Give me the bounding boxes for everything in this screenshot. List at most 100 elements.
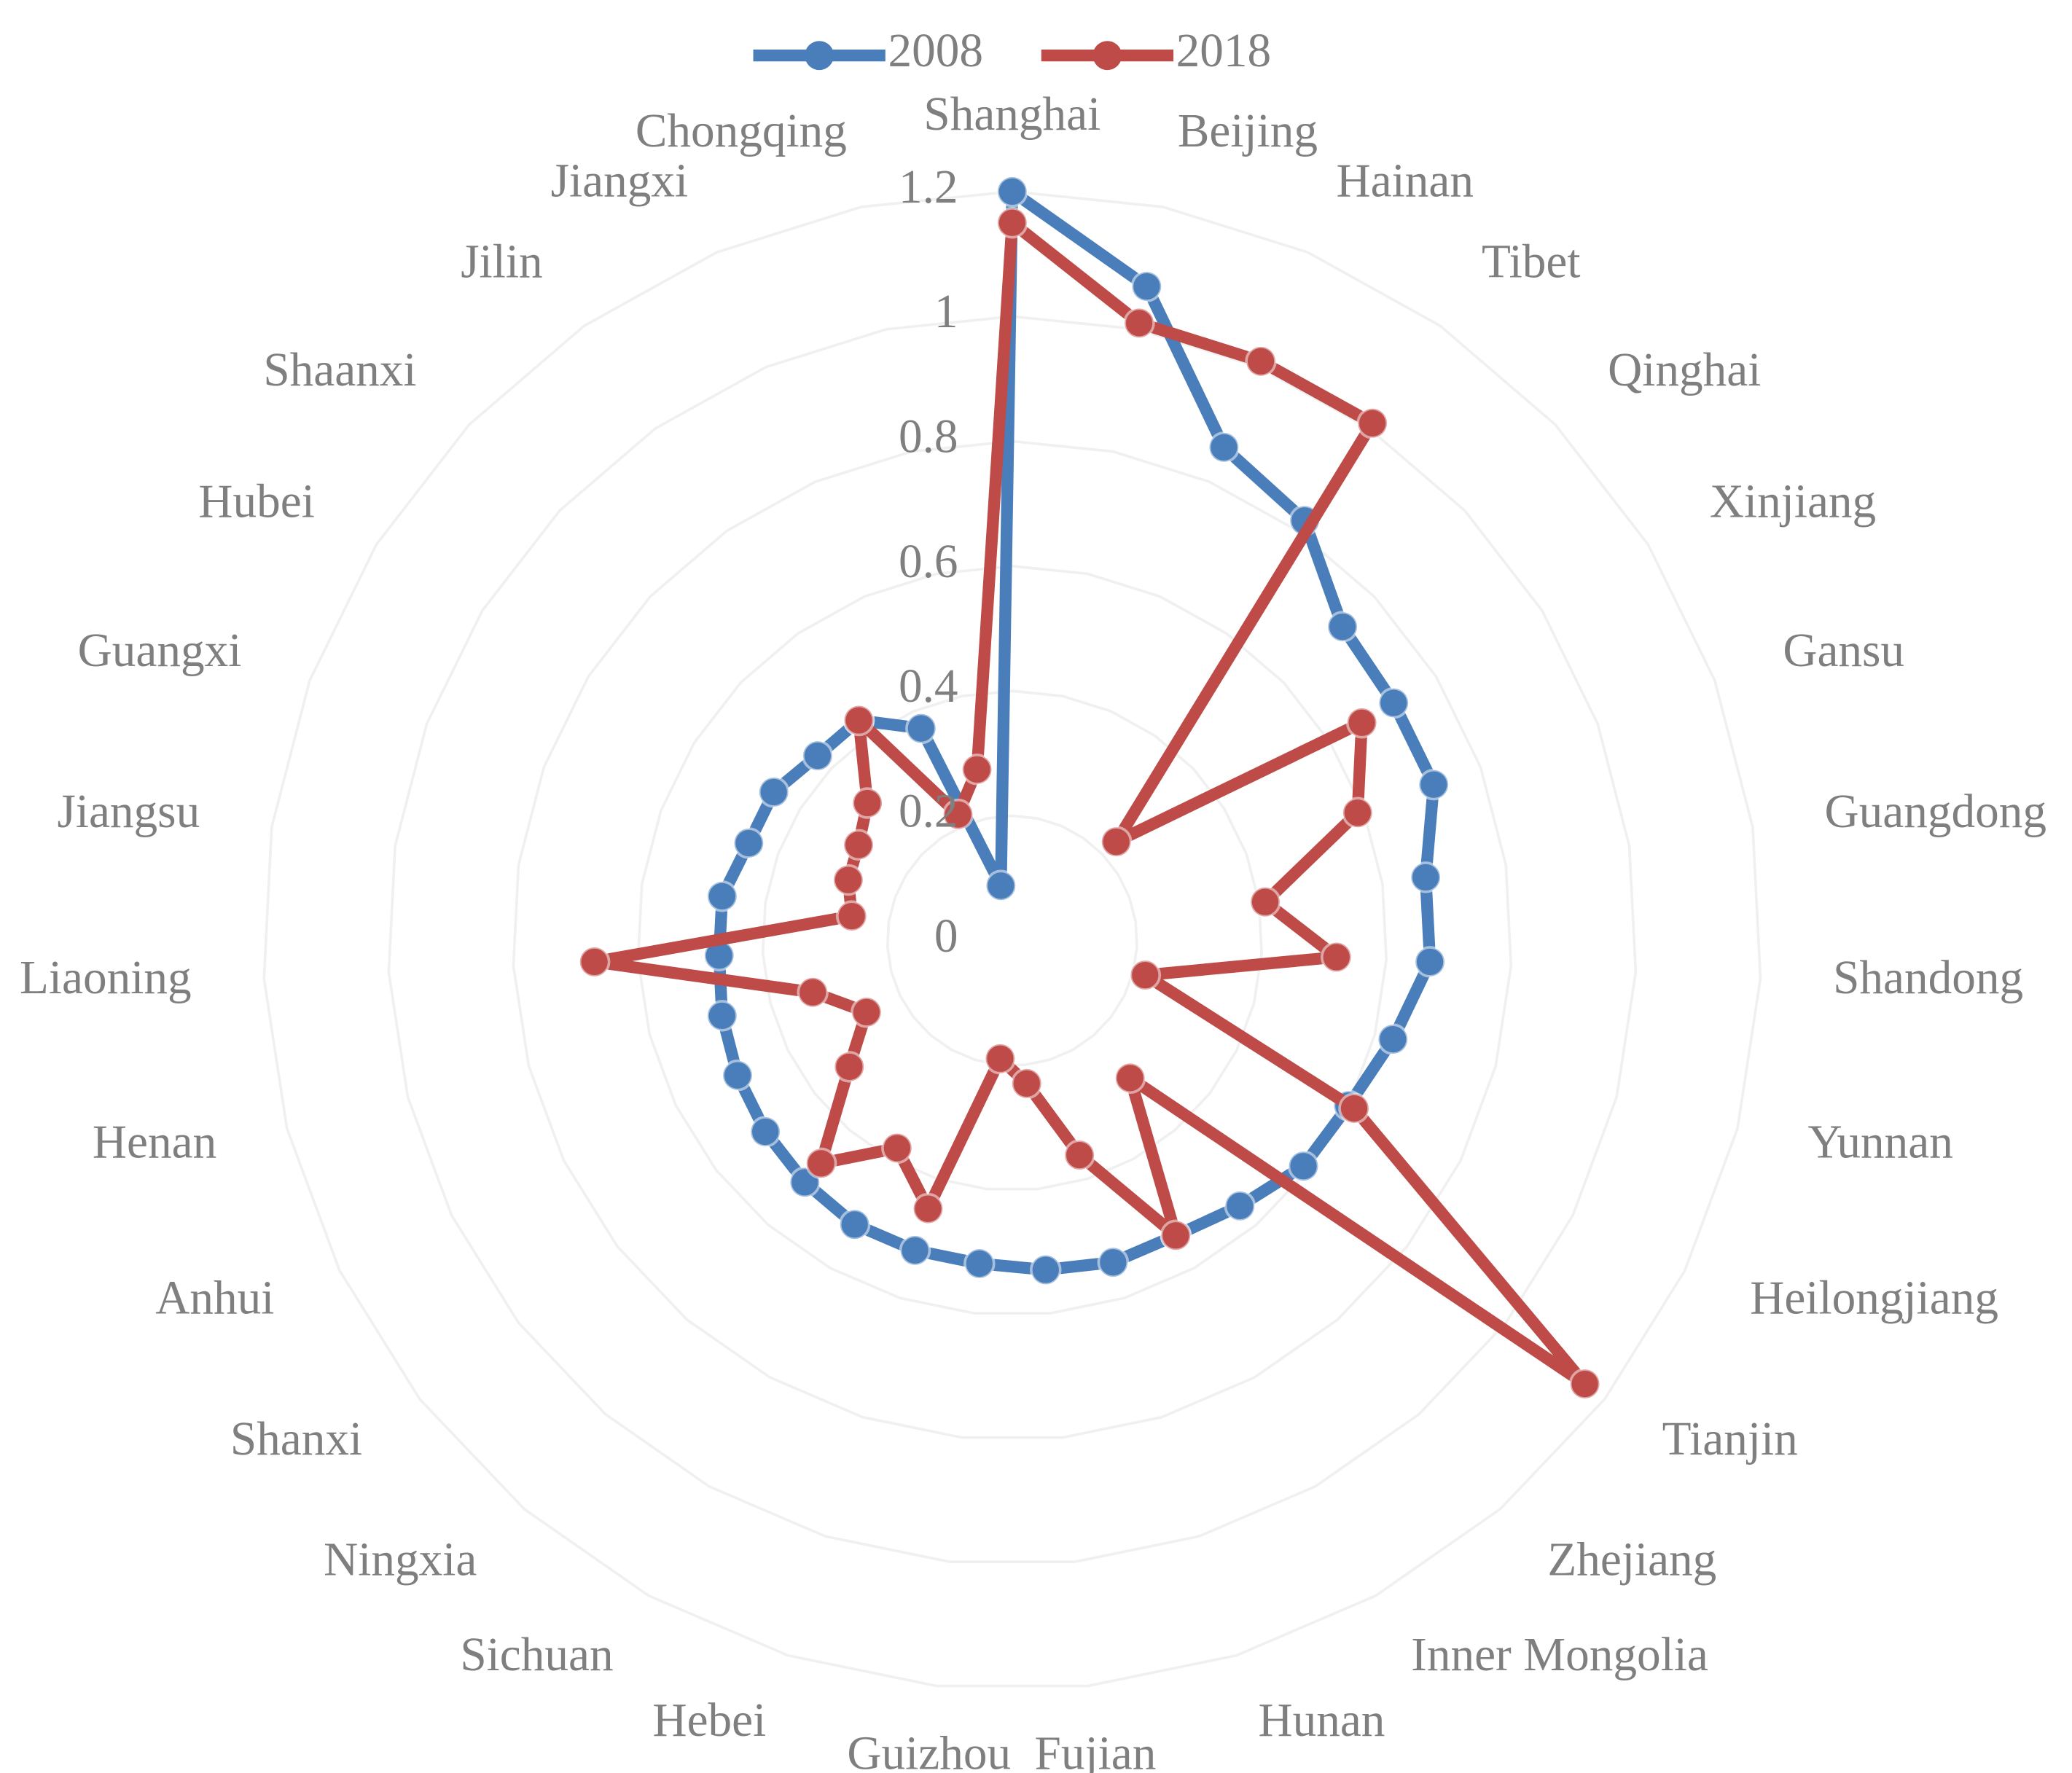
data-point xyxy=(984,1042,1017,1075)
data-point xyxy=(843,829,875,861)
category-label: Shaanxi xyxy=(263,344,416,396)
data-point xyxy=(996,176,1028,208)
data-point xyxy=(1345,707,1378,739)
data-point xyxy=(1356,407,1388,439)
legend-marker xyxy=(1092,41,1122,71)
data-point xyxy=(1011,1068,1043,1100)
category-label: Hebei xyxy=(652,1694,766,1747)
series-line xyxy=(713,185,1440,1276)
series xyxy=(703,176,1450,1286)
data-point xyxy=(706,880,738,912)
data-point xyxy=(1130,270,1163,302)
grid-line xyxy=(636,565,1388,1315)
data-point xyxy=(1224,1190,1256,1222)
data-point xyxy=(1100,826,1133,858)
data-point xyxy=(1414,946,1446,978)
data-point xyxy=(578,946,611,978)
category-label: Anhui xyxy=(155,1272,274,1324)
data-point xyxy=(838,1208,871,1241)
category-label: Heilongjiang xyxy=(1750,1272,1998,1324)
data-point xyxy=(851,787,883,819)
data-point xyxy=(1097,1246,1130,1278)
category-label: Hunan xyxy=(1258,1694,1385,1747)
category-label: Chongqing xyxy=(636,105,847,157)
data-point xyxy=(1114,1062,1146,1095)
grid-line xyxy=(262,190,1762,1688)
axis-tick-label: 0.2 xyxy=(899,785,958,837)
data-point xyxy=(942,798,974,831)
category-label: Guizhou xyxy=(847,1728,1011,1773)
legend-label: 2008 xyxy=(888,25,983,77)
category-label: Tianjin xyxy=(1662,1413,1798,1465)
category-label: Sichuan xyxy=(460,1629,613,1681)
data-point xyxy=(1129,959,1162,991)
category-label: Shanxi xyxy=(230,1413,362,1465)
series xyxy=(578,206,1601,1400)
category-label: Jilin xyxy=(461,235,542,288)
category-label: Hubei xyxy=(198,475,314,528)
data-point xyxy=(835,900,868,932)
category-label: Guangxi xyxy=(78,625,242,677)
data-point xyxy=(1326,611,1358,643)
category-label: Gansu xyxy=(1783,625,1904,677)
category-label: Jiangxi xyxy=(551,155,689,208)
data-point xyxy=(1249,885,1281,918)
category-label: Tibet xyxy=(1482,235,1580,288)
data-point xyxy=(706,1000,738,1032)
data-point xyxy=(1418,768,1450,801)
data-point xyxy=(1123,307,1155,340)
data-point xyxy=(1245,345,1277,377)
grid-line xyxy=(512,439,1513,1439)
data-point xyxy=(832,864,864,896)
category-label: Henan xyxy=(93,1116,216,1168)
grid-line xyxy=(886,814,1138,1067)
data-point xyxy=(985,869,1017,902)
axis-tick-label: 0.4 xyxy=(899,660,958,713)
data-point xyxy=(963,1248,996,1280)
data-point xyxy=(843,704,875,737)
category-label: Guangdong xyxy=(1825,786,2046,838)
data-point xyxy=(1063,1139,1095,1171)
data-point xyxy=(797,976,829,1009)
data-point xyxy=(996,206,1028,239)
data-point xyxy=(1160,1219,1192,1252)
data-point xyxy=(1568,1368,1601,1400)
data-point xyxy=(1410,861,1442,893)
data-point xyxy=(851,996,883,1028)
category-label: Shandong xyxy=(1833,952,2023,1004)
data-point xyxy=(802,740,834,772)
category-label: Beijing xyxy=(1178,105,1318,157)
axis-tick-label: 1.2 xyxy=(899,161,958,214)
data-point xyxy=(757,776,790,808)
category-label: Yunnan xyxy=(1808,1116,1953,1168)
category-label: Hainan xyxy=(1337,155,1474,208)
data-point xyxy=(805,1147,837,1180)
category-label: Fujian xyxy=(1035,1728,1157,1773)
data-point xyxy=(749,1116,781,1148)
data-point xyxy=(833,1051,866,1083)
category-label: Liaoning xyxy=(20,952,192,1004)
data-point xyxy=(1208,431,1240,463)
data-point xyxy=(722,1059,754,1092)
category-label: Qinghai xyxy=(1608,344,1761,396)
data-point xyxy=(1342,797,1374,829)
data-point xyxy=(961,754,993,786)
category-label: Jiangsu xyxy=(57,786,200,838)
axis-tick-label: 0.8 xyxy=(899,411,958,463)
legend-label: 2018 xyxy=(1176,25,1272,77)
data-point xyxy=(912,1192,945,1225)
category-label: Shanghai xyxy=(923,88,1100,141)
category-label: Inner Mongolia xyxy=(1411,1629,1708,1681)
category-label: Xinjiang xyxy=(1710,475,1876,528)
legend-marker xyxy=(805,41,834,71)
grid-line xyxy=(387,315,1638,1563)
grid-line xyxy=(761,689,1263,1191)
category-label: Zhejiang xyxy=(1547,1533,1716,1586)
data-point xyxy=(732,827,765,859)
axis-tick-label: 0.6 xyxy=(899,536,958,588)
data-point xyxy=(1287,1150,1320,1182)
data-point xyxy=(905,712,937,745)
data-point xyxy=(899,1234,931,1267)
data-point xyxy=(1377,1023,1410,1055)
